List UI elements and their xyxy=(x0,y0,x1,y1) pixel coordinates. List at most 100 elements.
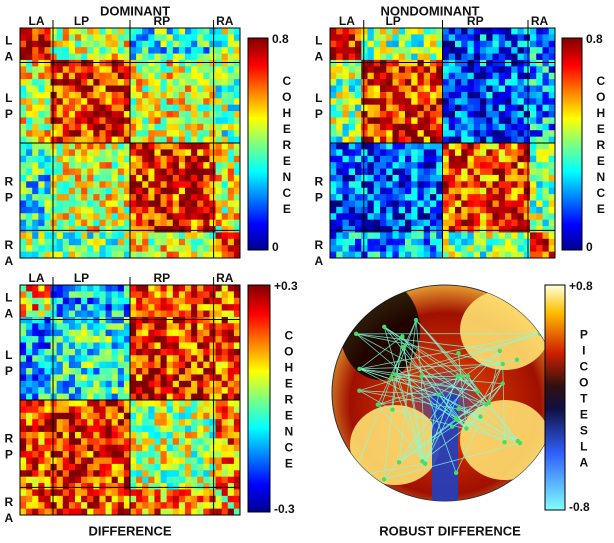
heatmap-cell xyxy=(492,85,500,93)
heatmap-cell xyxy=(430,206,437,214)
heatmap-cell xyxy=(467,162,475,169)
heatmap-cell xyxy=(330,40,337,48)
heatmap-cell xyxy=(197,406,204,414)
heatmap-cell xyxy=(455,66,462,74)
heatmap-cell xyxy=(517,59,525,67)
heatmap-cell xyxy=(467,149,475,157)
heatmap-cell xyxy=(417,91,425,99)
heatmap-cell xyxy=(185,200,192,208)
heatmap-cell xyxy=(20,187,27,195)
heatmap-cell xyxy=(50,336,58,343)
heatmap-cell xyxy=(81,316,88,324)
heatmap-cell xyxy=(191,291,198,299)
heatmap-cell xyxy=(505,66,512,74)
heatmap-cell xyxy=(185,444,192,452)
heatmap-cell xyxy=(486,143,493,150)
heatmap-cell xyxy=(505,155,512,163)
heatmap-cell xyxy=(117,470,125,478)
heatmap-cell xyxy=(99,143,106,150)
heatmap-cell xyxy=(68,28,76,35)
heatmap-cell xyxy=(154,291,161,299)
heatmap-cell xyxy=(68,348,76,356)
heatmap-cell xyxy=(467,187,475,195)
heatmap-cell xyxy=(93,245,100,253)
connection xyxy=(403,346,426,464)
heatmap-cell xyxy=(197,508,204,516)
heatmap-cell xyxy=(99,425,106,433)
heatmap-cell xyxy=(536,194,543,201)
heatmap-cell xyxy=(93,40,100,48)
heatmap-cell xyxy=(123,451,131,458)
heatmap-cell xyxy=(123,174,131,182)
heatmap-cell xyxy=(81,508,88,516)
heatmap-cell xyxy=(209,226,216,233)
sensor xyxy=(456,350,461,356)
heatmap-cell xyxy=(56,368,64,375)
heatmap-cell xyxy=(221,431,229,439)
heatmap-cell xyxy=(75,200,82,208)
connection xyxy=(392,409,521,444)
heatmap-cell xyxy=(498,187,506,195)
heatmap-cell xyxy=(154,483,161,490)
heatmap-cell xyxy=(32,98,39,106)
heatmap-cell xyxy=(38,444,45,452)
connection xyxy=(359,390,439,396)
heatmap-cell xyxy=(172,483,180,490)
heatmap-cell xyxy=(342,194,350,201)
heatmap-cell xyxy=(172,79,180,86)
heatmap-cell xyxy=(172,251,180,259)
heatmap-cell xyxy=(511,219,518,227)
heatmap-cell xyxy=(330,72,337,80)
heatmap-cell xyxy=(166,251,174,259)
heatmap-cell xyxy=(511,72,518,80)
heatmap-cell xyxy=(336,187,343,195)
heatmap-cell xyxy=(136,226,143,233)
heatmap-cell xyxy=(136,508,143,516)
heatmap-cell xyxy=(136,336,143,343)
heatmap-cell xyxy=(20,206,27,214)
heatmap-cell xyxy=(542,200,550,208)
heatmap-cell xyxy=(148,66,155,74)
heatmap-cell xyxy=(50,355,58,363)
heatmap-cell xyxy=(197,226,204,233)
heatmap-cell xyxy=(87,406,94,414)
heatmap-cell xyxy=(505,40,512,48)
heatmap-cell xyxy=(505,174,512,182)
heatmap-cell xyxy=(221,194,229,201)
heatmap-cell xyxy=(50,47,58,54)
heatmap-cell xyxy=(461,66,468,74)
heatmap-cell xyxy=(215,174,223,182)
heatmap-cell xyxy=(511,245,518,253)
heatmap-cell xyxy=(38,438,45,446)
heatmap-cell xyxy=(32,387,39,395)
heatmap-cell xyxy=(166,412,174,420)
heatmap-cell xyxy=(227,91,235,99)
heatmap-cell xyxy=(191,361,198,369)
heatmap-cell xyxy=(209,368,216,375)
heatmap-cell xyxy=(185,285,192,292)
heatmap-cell xyxy=(398,130,406,138)
heatmap-cell xyxy=(178,323,186,331)
heatmap-cell xyxy=(191,316,198,324)
heatmap-cell xyxy=(505,162,512,169)
heatmap-cell xyxy=(209,444,216,452)
heatmap-cell xyxy=(154,451,161,458)
heatmap-cell xyxy=(498,104,506,112)
heatmap-cell xyxy=(32,143,39,150)
heatmap-cell xyxy=(99,419,106,426)
heatmap-cell xyxy=(81,342,88,350)
heatmap-cell xyxy=(348,47,356,54)
heatmap-cell xyxy=(367,53,375,61)
heatmap-cell xyxy=(498,251,506,259)
heatmap-cell xyxy=(68,40,76,48)
heatmap-cell xyxy=(123,206,131,214)
heatmap-cell xyxy=(348,98,356,106)
heatmap-cell xyxy=(480,40,487,48)
connection xyxy=(455,402,490,473)
heatmap-cell xyxy=(130,444,137,452)
heatmap-cell xyxy=(56,425,64,433)
heatmap-cell xyxy=(75,323,82,331)
heatmap-cell xyxy=(380,245,387,253)
heatmap-cell xyxy=(166,104,174,112)
heatmap-cell xyxy=(361,104,368,112)
